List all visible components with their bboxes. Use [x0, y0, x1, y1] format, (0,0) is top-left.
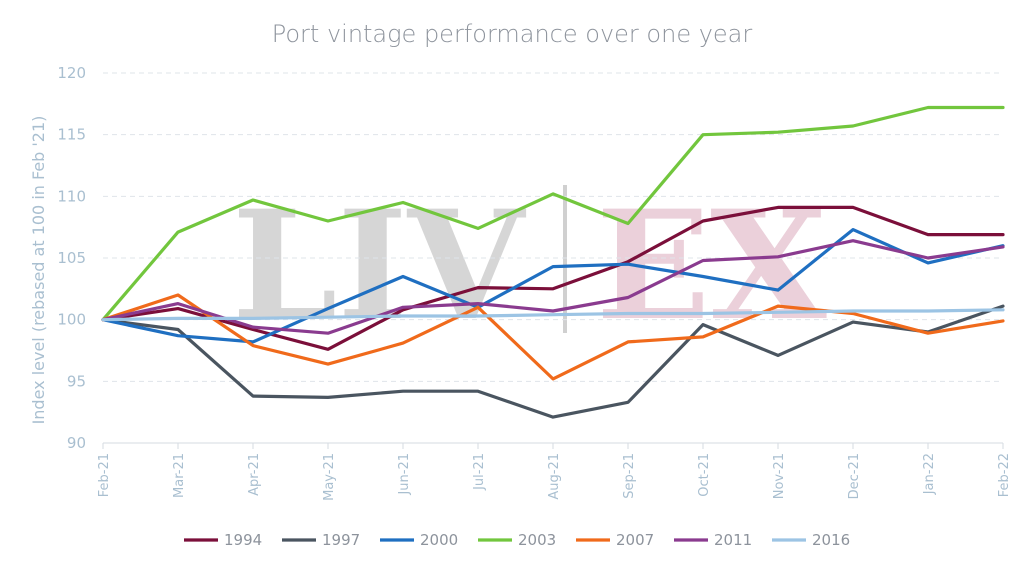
x-tick-label: Jul-21 [472, 453, 487, 491]
series-line-2011 [101, 239, 1005, 335]
y-tick-label: 100 [57, 311, 86, 329]
x-tick-label: Feb-22 [997, 453, 1012, 497]
y-axis-ticks: 90 95 100 105 110 115 120 [57, 64, 86, 452]
x-tick-label: Aug-21 [547, 453, 562, 500]
watermark-divider [563, 185, 567, 333]
x-tick-label: Mar-21 [172, 453, 187, 498]
legend-label-2011: 2011 [714, 531, 752, 549]
series-line-2016 [101, 308, 1005, 322]
legend-label-2000: 2000 [420, 531, 458, 549]
y-tick-label: 120 [57, 64, 86, 82]
legend-label-2007: 2007 [616, 531, 654, 549]
x-tick-label: Oct-21 [697, 453, 712, 497]
legend-label-2016: 2016 [812, 531, 850, 549]
x-axis-ticks: Feb-21 Mar-21 Apr-21 May-21 Jun-21 Jul-21 Aug-… [97, 443, 1012, 501]
grid [103, 72, 1003, 444]
series-lines [101, 105, 1005, 419]
legend-label-1997: 1997 [322, 531, 360, 549]
legend-label-2003: 2003 [518, 531, 556, 549]
legend: 1994 1997 2000 2003 2007 2011 2016 [184, 531, 850, 549]
series-line-2003 [101, 105, 1005, 322]
x-tick-label: Dec-21 [847, 453, 862, 499]
x-tick-label: Sep-21 [622, 453, 637, 499]
y-tick-label: 110 [57, 187, 86, 205]
y-tick-label: 90 [67, 434, 86, 452]
series-line-2007 [101, 293, 1005, 381]
series-line-2000 [101, 228, 1005, 344]
y-tick-label: 105 [57, 249, 86, 267]
x-tick-label: Nov-21 [772, 453, 787, 499]
y-axis-label: Index level (rebased at 100 in Feb '21) [29, 116, 48, 425]
y-tick-label: 115 [57, 126, 86, 144]
x-tick-label: Apr-21 [247, 453, 262, 496]
x-tick-label: May-21 [322, 453, 337, 501]
legend-label-1994: 1994 [224, 531, 262, 549]
series-line-1994 [101, 205, 1005, 351]
chart-title: Port vintage performance over one year [272, 20, 753, 48]
series-line-1997 [101, 304, 1005, 419]
x-tick-label: Jan-22 [922, 453, 937, 495]
y-tick-label: 95 [67, 372, 86, 390]
x-tick-label: Jun-21 [397, 453, 412, 496]
x-tick-label: Feb-21 [97, 453, 112, 497]
